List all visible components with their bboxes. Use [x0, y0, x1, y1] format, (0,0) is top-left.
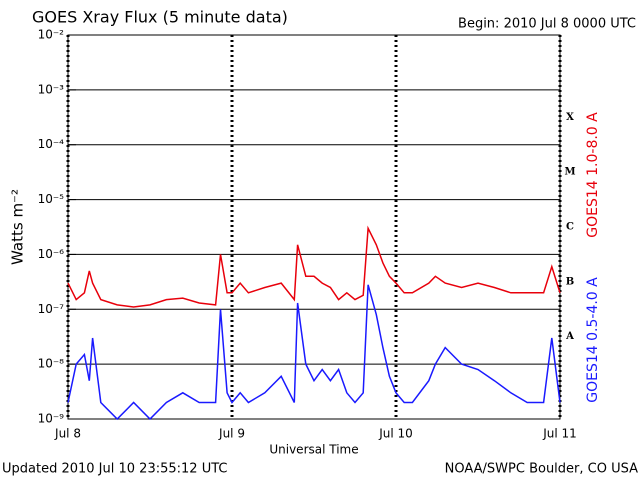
y-tick-label: 10⁻⁴ — [38, 137, 65, 151]
y-tick-label: 10⁻⁵ — [38, 192, 65, 206]
x-tick-label: Jul 9 — [218, 427, 245, 441]
y-tick-label: 10⁻³ — [38, 82, 65, 96]
y-tick-label: 10⁻⁶ — [38, 247, 65, 261]
y-tick-label: 10⁻² — [38, 28, 65, 42]
x-tick-label: Jul 10 — [378, 427, 413, 441]
class-label: B — [566, 276, 574, 287]
y-tick-label: 10⁻⁷ — [38, 302, 65, 316]
y-tick-label: 10⁻⁸ — [38, 357, 65, 371]
footer-left: Updated 2010 Jul 10 23:55:12 UTC — [2, 462, 227, 477]
class-label: C — [566, 222, 574, 233]
x-axis-label: Universal Time — [269, 443, 358, 457]
legend-entry: GOES14 0.5-4.0 A — [585, 277, 601, 403]
y-tick-label: 10⁻⁹ — [38, 412, 65, 426]
chart-title: GOES Xray Flux (5 minute data) — [32, 8, 288, 27]
footer-right: NOAA/SWPC Boulder, CO USA — [445, 462, 638, 477]
class-label: A — [565, 331, 574, 342]
y-axis-label: Watts m⁻² — [9, 189, 27, 265]
class-label: M — [564, 167, 575, 178]
x-tick-label: Jul 8 — [54, 427, 81, 441]
class-label: X — [566, 112, 574, 123]
series-line — [67, 284, 561, 421]
series-line — [67, 225, 561, 308]
x-tick-label: Jul 11 — [542, 427, 577, 441]
plot-frame — [67, 34, 561, 420]
chart-subtitle: Begin: 2010 Jul 8 0000 UTC — [458, 17, 636, 32]
legend-entry: GOES14 1.0-8.0 A — [585, 112, 601, 238]
